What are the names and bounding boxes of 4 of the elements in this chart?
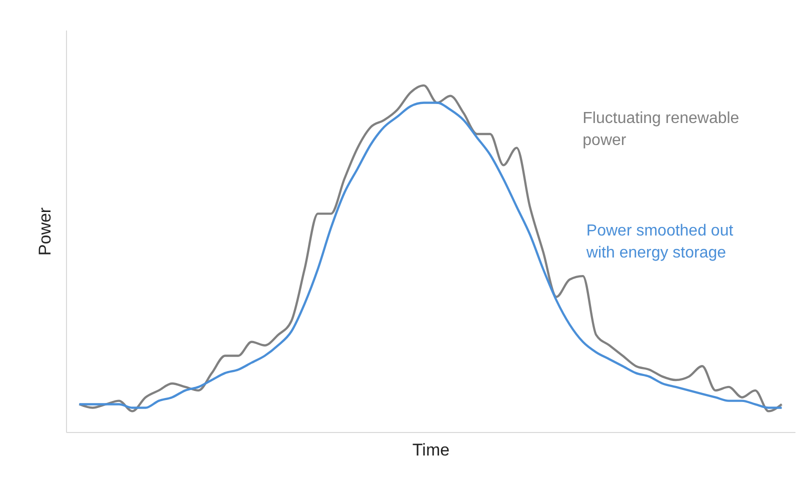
text: Power smoothed out with energy storage	[585, 222, 734, 262]
x-axis-title: Time	[412, 440, 450, 460]
text: Fluctuating renewable power	[582, 110, 740, 149]
y-axis-title: Power	[36, 207, 54, 256]
